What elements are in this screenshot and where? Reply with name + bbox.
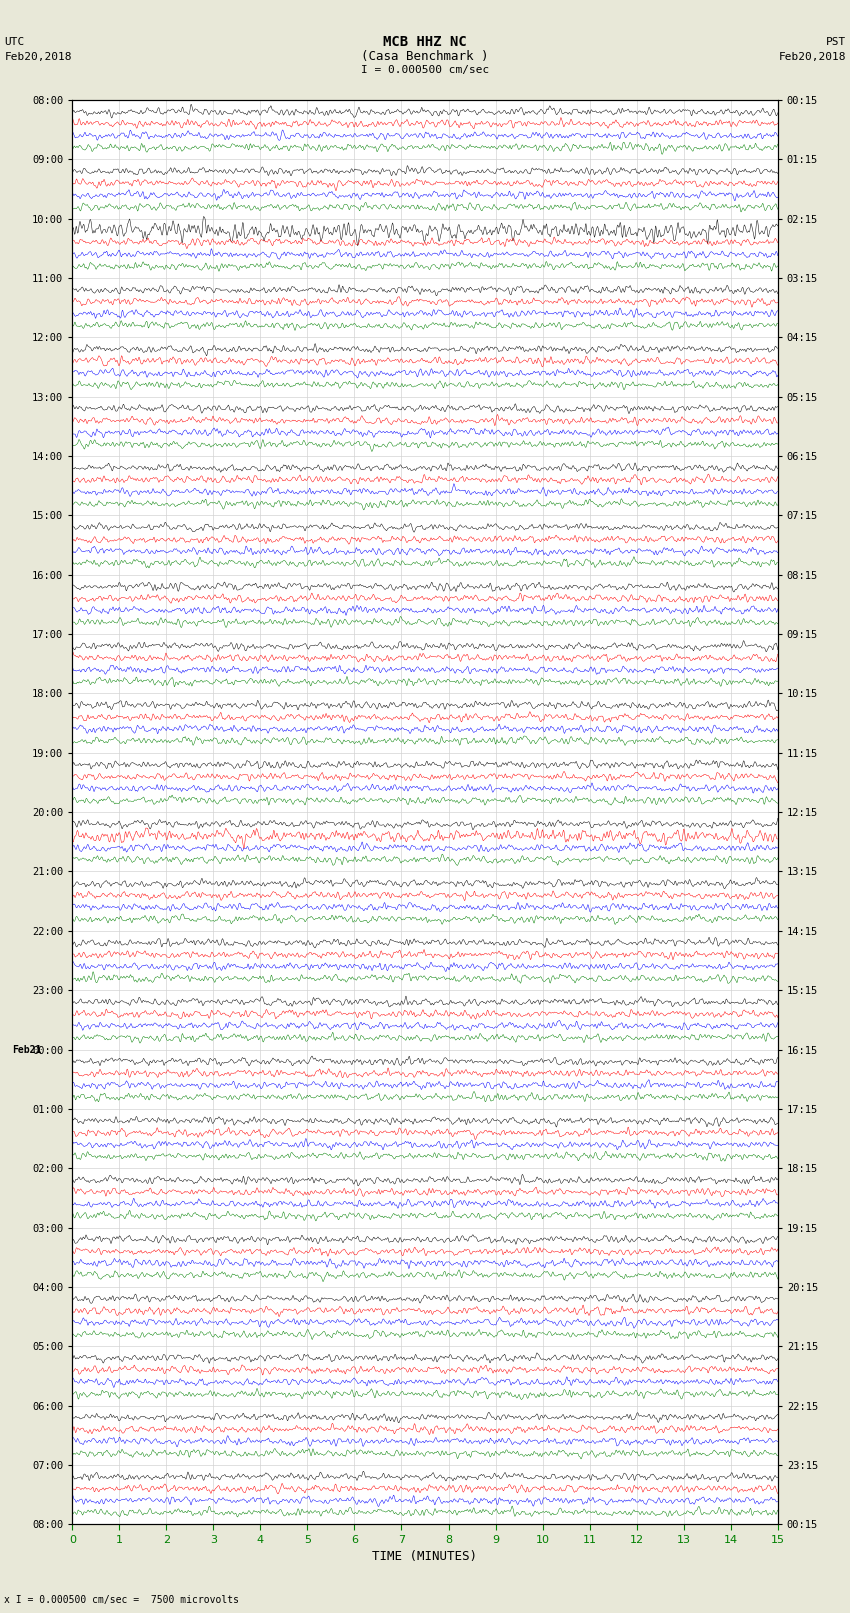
Text: (Casa Benchmark ): (Casa Benchmark ) bbox=[361, 50, 489, 63]
Text: Feb20,2018: Feb20,2018 bbox=[4, 52, 71, 61]
Text: PST: PST bbox=[825, 37, 846, 47]
Text: x I = 0.000500 cm/sec =  7500 microvolts: x I = 0.000500 cm/sec = 7500 microvolts bbox=[4, 1595, 239, 1605]
X-axis label: TIME (MINUTES): TIME (MINUTES) bbox=[372, 1550, 478, 1563]
Text: Feb20,2018: Feb20,2018 bbox=[779, 52, 846, 61]
Text: Feb21: Feb21 bbox=[12, 1045, 42, 1055]
Text: UTC: UTC bbox=[4, 37, 25, 47]
Text: MCB HHZ NC: MCB HHZ NC bbox=[383, 35, 467, 50]
Text: I = 0.000500 cm/sec: I = 0.000500 cm/sec bbox=[361, 65, 489, 74]
